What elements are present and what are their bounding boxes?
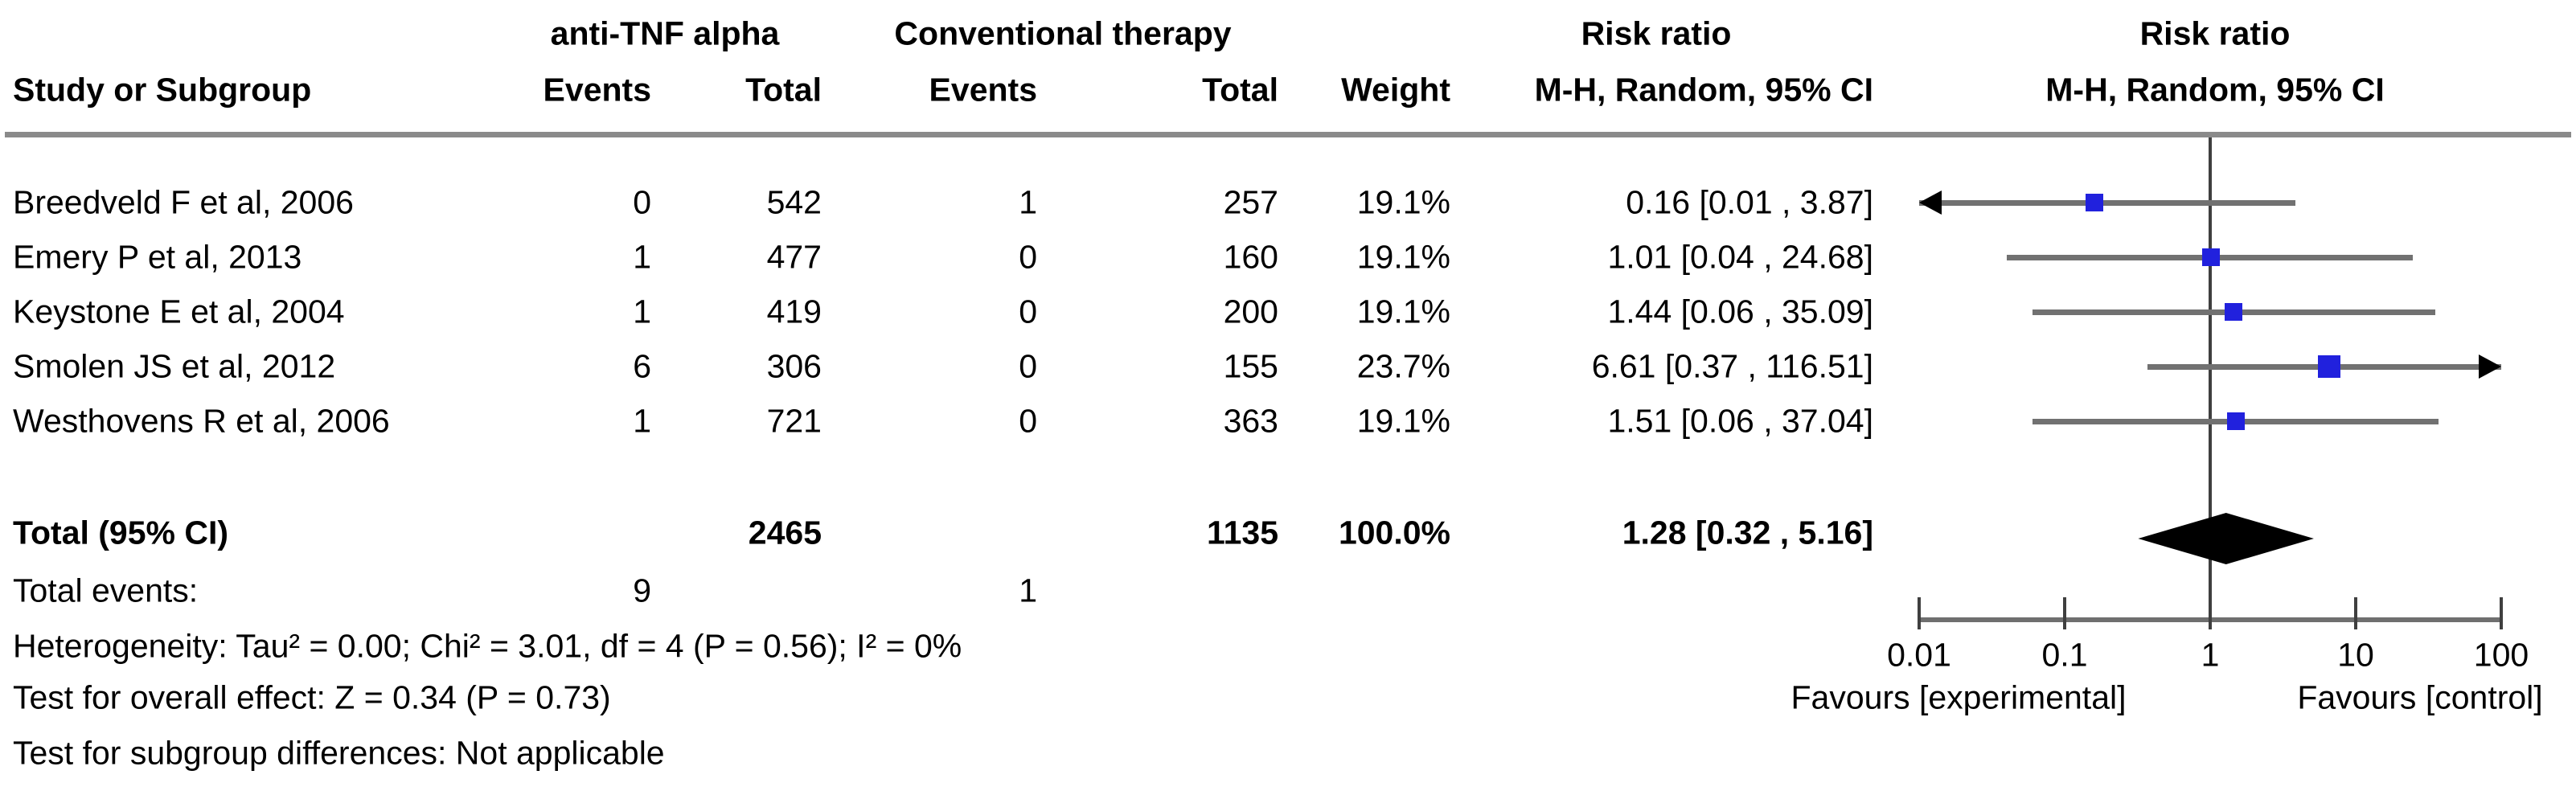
column-group-risk-ratio-text: Risk ratio — [1581, 14, 1732, 52]
study-weight: 19.1% — [1356, 293, 1450, 330]
no-effect-line — [2209, 137, 2212, 621]
study-total-control: 363 — [1223, 402, 1278, 440]
overall-effect-test: Test for overall effect: Z = 0.34 (P = 0… — [13, 678, 611, 716]
study-events-experimental: 1 — [633, 293, 651, 330]
study-name: Breedveld F et al, 2006 — [13, 183, 354, 221]
x-axis-tick-label: 10 — [2337, 636, 2374, 674]
column-group-risk-ratio-plot: Risk ratio — [2139, 14, 2291, 52]
study-events-control: 0 — [1019, 293, 1037, 330]
total-events-experimental: 9 — [633, 572, 651, 609]
study-events-experimental: 0 — [633, 183, 651, 221]
favours-control-label: Favours [control] — [2297, 678, 2543, 716]
study-total-control: 160 — [1223, 238, 1278, 276]
study-total-experimental: 306 — [766, 347, 822, 385]
x-axis-tick — [2354, 597, 2357, 629]
study-name: Westhovens R et al, 2006 — [13, 402, 390, 440]
favours-experimental-label: Favours [experimental] — [1790, 678, 2127, 716]
ci-arrow-left — [1919, 191, 1942, 215]
point-estimate-marker — [2224, 303, 2242, 321]
header-separator-rule — [5, 132, 2571, 137]
ci-arrow-right — [2479, 355, 2501, 379]
column-header-total-control: Total — [1202, 71, 1278, 109]
study-total-experimental: 477 — [766, 238, 822, 276]
point-estimate-marker — [2318, 355, 2341, 378]
study-total-control: 155 — [1223, 347, 1278, 385]
point-estimate-marker — [2227, 412, 2246, 430]
column-header-method-plot: M-H, Random, 95% CI — [2045, 71, 2385, 109]
study-estimate-label: 1.44 [0.06 , 35.09] — [1607, 293, 1873, 330]
study-estimate-label: 6.61 [0.37 , 116.51] — [1591, 347, 1873, 385]
study-total-experimental: 419 — [766, 293, 822, 330]
study-total-experimental: 721 — [766, 402, 822, 440]
study-total-control: 257 — [1223, 183, 1278, 221]
x-axis-tick — [2500, 597, 2503, 629]
point-estimate-marker — [2085, 194, 2103, 211]
total-events-control: 1 — [1019, 572, 1037, 609]
total-n-control: 1135 — [1207, 514, 1278, 551]
x-axis-tick-label: 0.1 — [2041, 636, 2088, 674]
study-name: Emery P et al, 2013 — [13, 238, 302, 276]
x-axis-tick-label: 0.01 — [1887, 636, 1951, 674]
study-events-control: 0 — [1019, 402, 1037, 440]
point-estimate-marker — [2201, 248, 2220, 266]
total-estimate-label: 1.28 [0.32 , 5.16] — [1622, 514, 1873, 551]
study-weight: 19.1% — [1356, 238, 1450, 276]
study-name: Smolen JS et al, 2012 — [13, 347, 336, 385]
study-events-control: 1 — [1019, 183, 1037, 221]
column-header-events-experimental: Events — [543, 71, 651, 109]
study-estimate-label: 1.51 [0.06 , 37.04] — [1607, 402, 1873, 440]
study-weight: 23.7% — [1356, 347, 1450, 385]
column-group-experimental: anti-TNF alpha — [550, 14, 780, 52]
column-group-control: Conventional therapy — [894, 14, 1232, 52]
study-weight: 19.1% — [1356, 183, 1450, 221]
x-axis-tick — [1918, 597, 1921, 629]
pooled-effect-diamond — [2138, 513, 2314, 564]
x-axis-tick — [2209, 597, 2212, 629]
column-header-study: Study or Subgroup — [13, 71, 312, 109]
study-weight: 19.1% — [1356, 402, 1450, 440]
total-events-label: Total events: — [13, 572, 199, 609]
column-header-total-experimental: Total — [745, 71, 822, 109]
column-header-weight: Weight — [1341, 71, 1450, 109]
column-header-events-control: Events — [929, 71, 1037, 109]
total-n-experimental: 2465 — [748, 514, 822, 551]
subgroup-test: Test for subgroup differences: Not appli… — [13, 734, 665, 772]
study-total-experimental: 542 — [766, 183, 822, 221]
x-axis-tick-label: 100 — [2473, 636, 2529, 674]
study-estimate-label: 0.16 [0.01 , 3.87] — [1626, 183, 1873, 221]
study-events-control: 0 — [1019, 238, 1037, 276]
study-events-experimental: 1 — [633, 238, 651, 276]
ci-line — [1919, 200, 2296, 206]
heterogeneity-stats: Heterogeneity: Tau² = 0.00; Chi² = 3.01,… — [13, 627, 962, 665]
study-events-experimental: 6 — [633, 347, 651, 385]
study-events-control: 0 — [1019, 347, 1037, 385]
x-axis-tick-label: 1 — [2201, 636, 2220, 674]
study-events-experimental: 1 — [633, 402, 651, 440]
total-weight: 100.0% — [1338, 514, 1450, 551]
total-row-label: Total (95% CI) — [13, 514, 229, 551]
x-axis-tick — [2063, 597, 2066, 629]
study-total-control: 200 — [1223, 293, 1278, 330]
column-header-method-text: M-H, Random, 95% CI — [1534, 71, 1873, 109]
study-estimate-label: 1.01 [0.04 , 24.68] — [1607, 238, 1873, 276]
study-name: Keystone E et al, 2004 — [13, 293, 345, 330]
